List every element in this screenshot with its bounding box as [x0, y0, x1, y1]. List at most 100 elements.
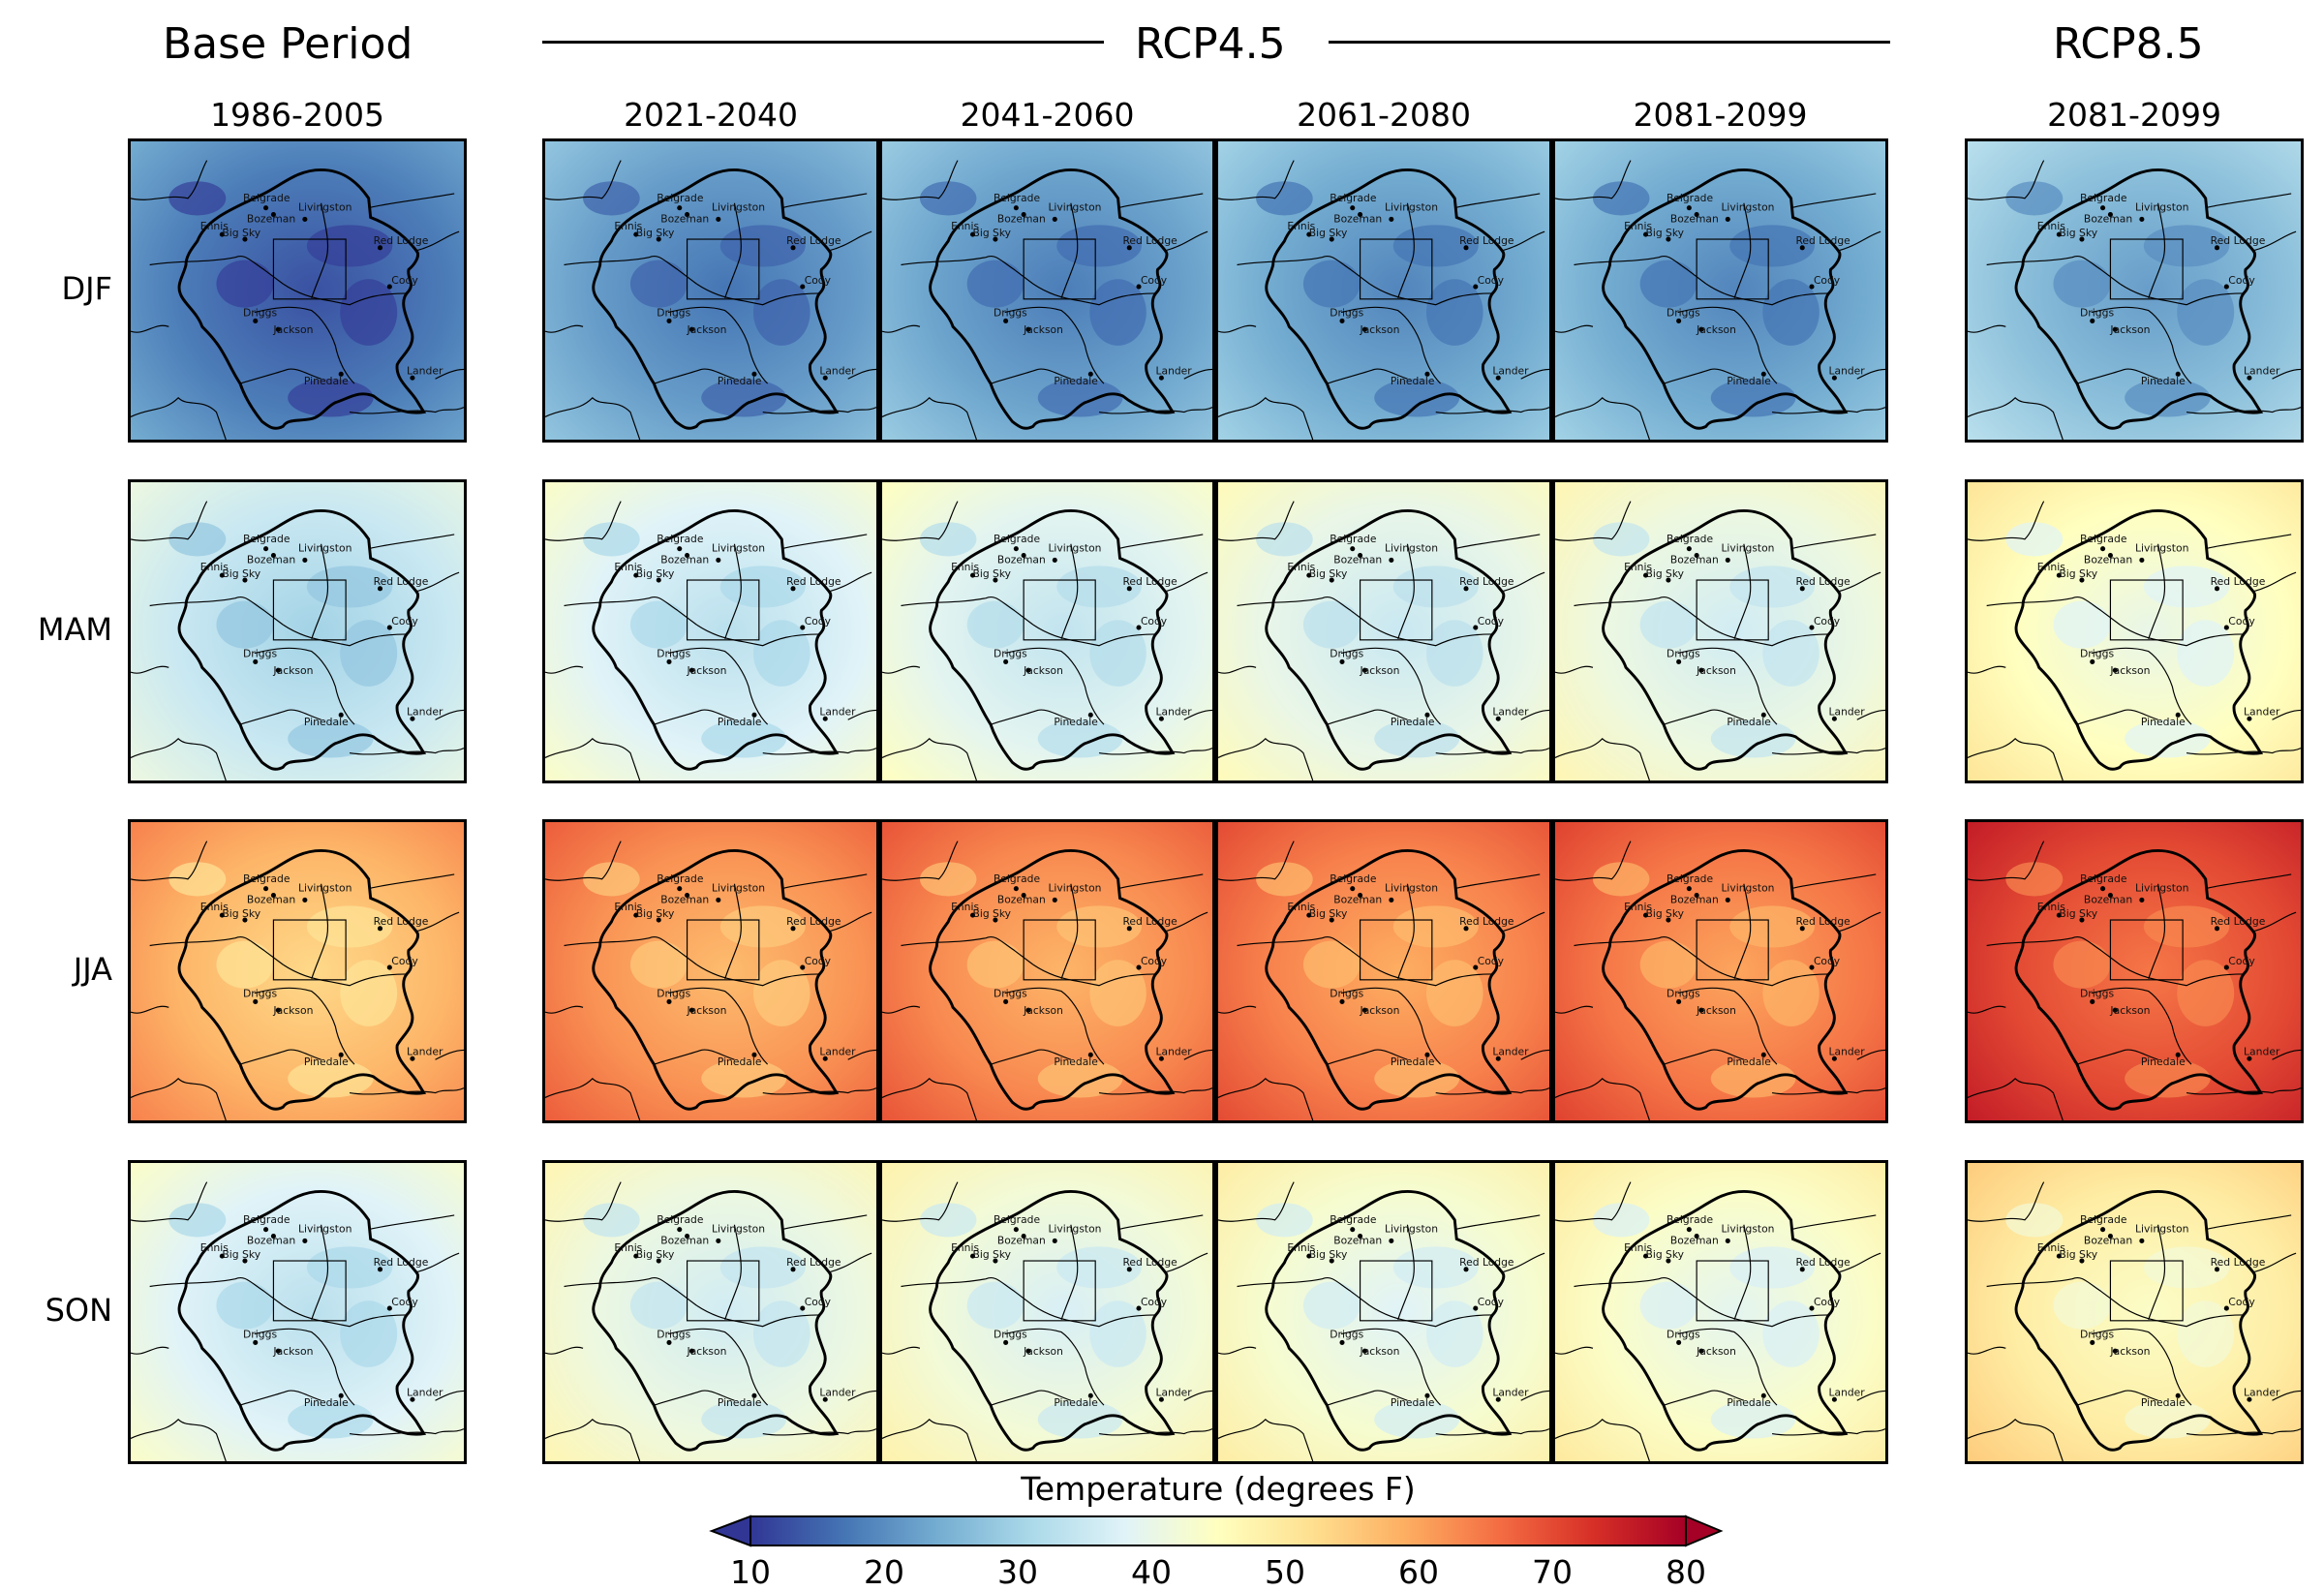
city-label: Big Sky	[636, 227, 675, 239]
city-marker	[2079, 1258, 2085, 1264]
boundary-line	[1435, 407, 1549, 414]
high-elevation-cold-area	[752, 279, 810, 346]
period-label: 2081-2099	[2047, 96, 2221, 134]
city-label: Cody	[1478, 955, 1505, 967]
boundary-line	[1098, 407, 1212, 414]
city-label: Cody	[391, 615, 418, 627]
boundary-line	[545, 160, 622, 200]
high-elevation-cold-area	[701, 1059, 787, 1098]
city-marker	[1136, 284, 1142, 290]
city-label: Jackson	[2109, 664, 2150, 677]
city-marker	[1158, 375, 1164, 381]
city-marker	[677, 546, 683, 552]
park-boundary-box	[1696, 238, 1769, 300]
boundary-line	[564, 597, 697, 626]
city-marker	[1698, 1007, 1704, 1013]
boundary-line	[435, 1049, 464, 1060]
colorbar-tick-label: 30	[997, 1553, 1038, 1591]
group-title-rcp45: RCP4.5	[1135, 19, 1286, 69]
city-label: Red Lodge	[786, 575, 841, 588]
high-elevation-cold-area	[1056, 905, 1142, 948]
city-marker	[790, 245, 796, 251]
city-marker	[410, 1396, 415, 1402]
high-elevation-cold-area	[288, 1400, 374, 1439]
high-elevation-cold-area	[1374, 1059, 1460, 1098]
colorbar-tick-label: 50	[1265, 1553, 1305, 1591]
boundary-line	[1733, 883, 1752, 980]
city-marker	[2139, 897, 2145, 903]
boundary-line	[311, 543, 329, 640]
city-label: Ennis	[2037, 901, 2066, 913]
city-marker	[800, 964, 806, 970]
boundary-line	[1555, 1078, 1650, 1120]
boundary-line	[1771, 1428, 1885, 1436]
study-region-outline	[2014, 508, 2264, 771]
boundary-line	[2119, 283, 2245, 306]
city-label: Bozeman	[247, 553, 295, 566]
colorbar-tick-label: 40	[1131, 1553, 1172, 1591]
boundary-line	[1677, 1328, 1778, 1406]
city-label: Livingston	[1721, 1223, 1774, 1236]
boundary-line	[1663, 368, 1745, 384]
city-marker	[253, 1339, 259, 1345]
boundary-line	[1397, 202, 1415, 299]
city-label: Cody	[1478, 1296, 1505, 1308]
city-marker	[1021, 552, 1026, 559]
high-elevation-cold-area	[1392, 1246, 1479, 1289]
park-boundary-box	[1696, 1260, 1769, 1322]
park-boundary-box	[272, 238, 347, 300]
city-marker	[1725, 897, 1730, 903]
city-marker	[1389, 557, 1394, 563]
city-label: Driggs	[994, 1328, 1027, 1340]
boundary-line	[1733, 543, 1752, 640]
city-label: Belgrade	[243, 872, 290, 885]
city-marker	[1495, 1396, 1501, 1402]
boundary-line	[1098, 1087, 1212, 1095]
boundary-line	[2091, 1328, 2192, 1406]
city-label: Livingston	[1048, 1223, 1101, 1236]
city-label: Belgrade	[243, 192, 290, 204]
high-elevation-cold-area	[1710, 379, 1796, 417]
city-label: Red Lodge	[2211, 915, 2266, 928]
boundary-line	[654, 368, 735, 384]
park-boundary-box	[272, 919, 347, 981]
city-marker	[1350, 1227, 1356, 1233]
boundary-line	[239, 709, 321, 725]
boundary-line	[1574, 1277, 1707, 1306]
city-marker	[1013, 886, 1019, 892]
city-marker	[633, 1253, 639, 1259]
boundary-line	[564, 256, 697, 285]
city-marker	[685, 211, 690, 218]
city-marker	[275, 667, 281, 673]
boundary-line	[781, 873, 868, 890]
map-panel-jja-0: Belgrade Bozeman Livingston Ennis Big Sky Red…	[128, 819, 467, 1123]
boundary-line	[1340, 987, 1442, 1065]
city-label: Driggs	[243, 987, 277, 999]
high-elevation-cold-area	[168, 1203, 227, 1238]
city-label: Belgrade	[2080, 1213, 2127, 1226]
boundary-line	[349, 748, 464, 755]
city-label: Big Sky	[1309, 1248, 1348, 1261]
high-elevation-cold-area	[1256, 522, 1313, 557]
boundary-line	[311, 202, 329, 299]
boundary-line	[415, 571, 460, 593]
high-elevation-cold-area	[306, 566, 393, 608]
city-marker	[386, 284, 392, 290]
high-elevation-cold-area	[1037, 1400, 1123, 1439]
study-region-outline	[1602, 508, 1849, 771]
city-marker	[1003, 998, 1009, 1004]
boundary-line	[1986, 936, 2121, 965]
city-label: Livingston	[298, 542, 352, 555]
city-label: Belgrade	[1330, 533, 1377, 545]
high-elevation-cold-area	[1762, 960, 1819, 1026]
boundary-line	[724, 1224, 742, 1321]
boundary-line	[1733, 202, 1752, 299]
city-label: Lander	[1156, 705, 1193, 718]
high-elevation-cold-area	[1710, 719, 1796, 758]
city-label: Cody	[2228, 615, 2255, 627]
city-label: Pinedale	[1727, 716, 1771, 728]
city-label: Belgrade	[1330, 192, 1377, 204]
city-marker	[2223, 964, 2229, 970]
high-elevation-cold-area	[1762, 1300, 1819, 1367]
boundary-line	[1340, 647, 1442, 725]
